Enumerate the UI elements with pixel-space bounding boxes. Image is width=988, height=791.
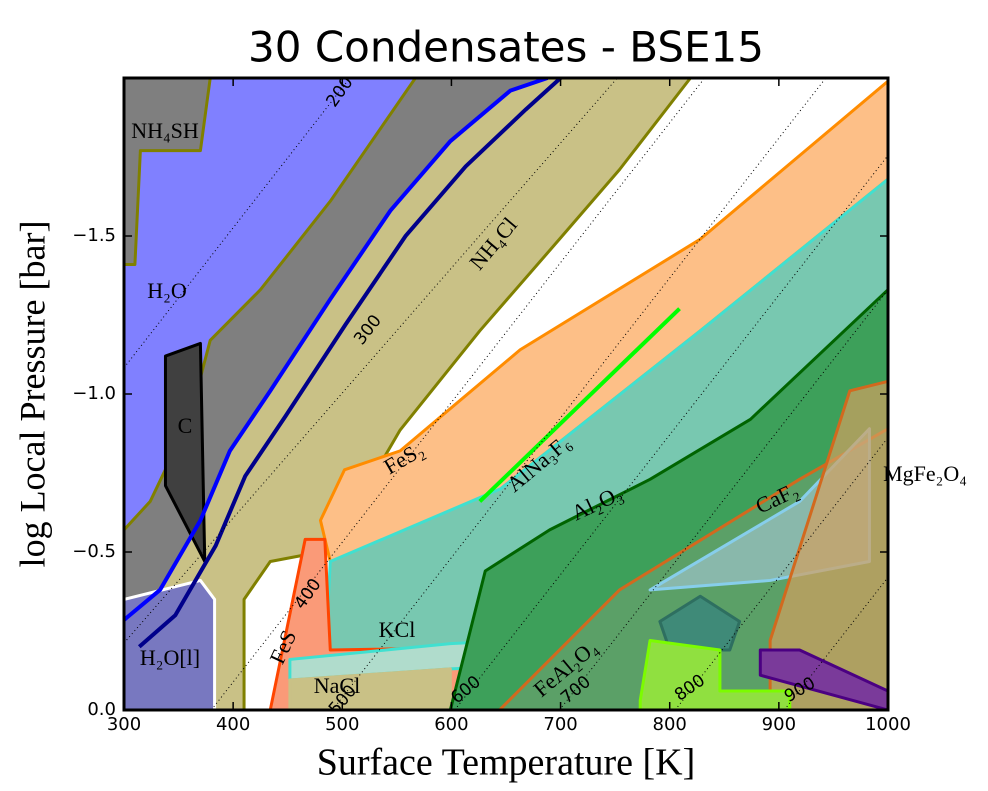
region-label: C bbox=[178, 413, 193, 438]
x-tick-label: 700 bbox=[543, 714, 577, 735]
x-tick-label: 600 bbox=[434, 714, 468, 735]
x-tick-label: 500 bbox=[325, 714, 359, 735]
x-tick-label: 800 bbox=[653, 714, 687, 735]
isotherm bbox=[332, 78, 827, 710]
isotherm bbox=[559, 289, 888, 710]
y-tick-label: −0.5 bbox=[72, 541, 116, 562]
region-label: KCl bbox=[379, 617, 416, 642]
region-label: MgFe₂O₄ bbox=[883, 461, 967, 486]
y-axis-label: log Local Pressure [bar] bbox=[12, 221, 52, 568]
axes: 300 400 500 600 700 800 900 1000 0.0 −0.5 −1.0 −1.5 bbox=[72, 78, 911, 735]
condensate-region bbox=[288, 667, 452, 710]
x-tick-label: 1000 bbox=[865, 714, 911, 735]
boundary-line bbox=[124, 78, 549, 622]
region-label: NaCl bbox=[314, 673, 360, 698]
condensate-region bbox=[638, 638, 792, 710]
y-tick-label: 0.0 bbox=[87, 699, 116, 720]
x-tick-label: 300 bbox=[107, 714, 141, 735]
region-label: NH₄SH bbox=[131, 118, 199, 143]
condensate-region bbox=[124, 578, 217, 710]
isotherm bbox=[783, 576, 888, 710]
boundary-line bbox=[478, 307, 681, 503]
isotherm bbox=[210, 78, 706, 710]
y-tick-label: −1.0 bbox=[72, 383, 116, 404]
boundary-line bbox=[137, 78, 562, 649]
x-axis-label: Surface Temperature [K] bbox=[317, 742, 696, 784]
y-tick-label: −1.5 bbox=[72, 225, 116, 246]
region-label: H₂O bbox=[147, 278, 186, 303]
isotherm bbox=[674, 437, 888, 710]
chart-title: 30 Condensates - BSE15 bbox=[248, 23, 764, 72]
x-tick-label: 400 bbox=[216, 714, 250, 735]
x-tick-label: 900 bbox=[762, 714, 796, 735]
region-label: H₂O[l] bbox=[140, 645, 200, 670]
condensate-region bbox=[124, 78, 417, 532]
condensate-region bbox=[758, 648, 888, 710]
